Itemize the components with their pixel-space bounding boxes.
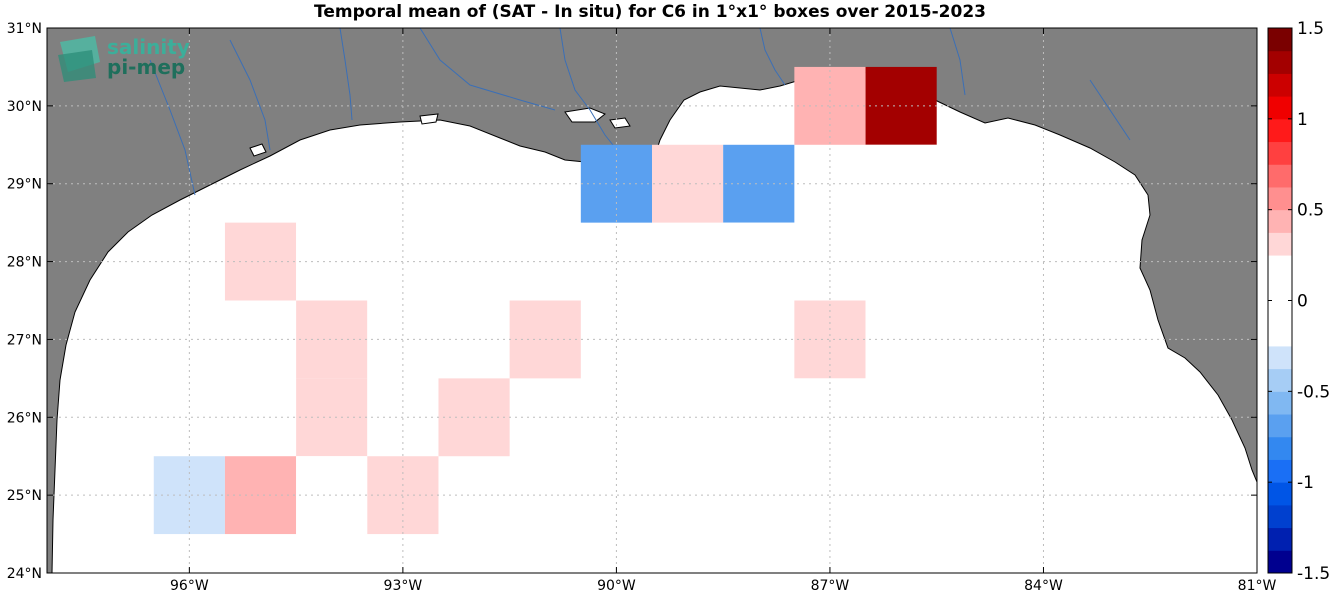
y-tick-label: 24°N <box>7 566 42 582</box>
colorbar-ticks: 1.5 1 0.5 0 -0.5 -1 -1.5 <box>1268 19 1330 584</box>
data-cell <box>224 378 297 457</box>
data-cell <box>296 456 368 535</box>
x-tick-label: 81°W <box>1238 578 1277 594</box>
colorbar-segment <box>1268 323 1292 347</box>
y-axis-ticks: 24°N 25°N 26°N 27°N 28°N 29°N 30°N 31°N <box>7 21 1257 582</box>
data-cell <box>224 300 297 379</box>
colorbar <box>1267 27 1293 574</box>
colorbar-segment <box>1268 550 1292 574</box>
x-tick-label: 90°W <box>597 578 636 594</box>
colorbar-segment <box>1268 345 1292 370</box>
colorbar-tick-label: 1.5 <box>1297 19 1324 39</box>
data-cell <box>1150 456 1222 535</box>
map-grid <box>47 28 1257 573</box>
y-tick-label: 27°N <box>7 332 42 348</box>
colorbar-segment <box>1268 504 1292 529</box>
colorbar-segment <box>1268 300 1292 324</box>
data-cell <box>224 222 297 301</box>
y-tick-label: 26°N <box>7 410 42 426</box>
data-cell <box>1079 456 1151 535</box>
salinity-pi-mep-logo: salinity pi-mep <box>58 35 190 82</box>
colorbar-segment <box>1268 391 1292 415</box>
y-tick-label: 28°N <box>7 255 42 271</box>
colorbar-segment <box>1268 141 1292 165</box>
red-river <box>419 28 556 111</box>
colorbar-segment <box>1268 96 1292 120</box>
data-cell <box>296 378 368 457</box>
colorbar-tick-label: 0 <box>1297 292 1308 312</box>
x-tick-label: 87°W <box>811 578 850 594</box>
y-tick-label: 25°N <box>7 488 42 504</box>
us-gulf-coast-land <box>47 28 1257 573</box>
logo-mark-shadow-icon <box>58 50 96 82</box>
data-cell <box>652 144 724 223</box>
y-tick-label: 31°N <box>7 21 42 37</box>
data-cell <box>723 144 795 223</box>
colorbar-segment <box>1268 368 1292 392</box>
colorbar-tick-label: -1 <box>1297 473 1314 493</box>
bay-small-2 <box>249 143 267 157</box>
colorbar-segment <box>1268 186 1292 211</box>
lake-borgne <box>609 117 631 129</box>
colorbar-segment <box>1268 232 1292 256</box>
colorbar-segment <box>1268 277 1292 301</box>
data-cell <box>794 66 866 145</box>
data-cell <box>153 300 225 379</box>
x-axis-ticks: 96°W 93°W 90°W 87°W 84°W 81°W <box>170 28 1276 594</box>
bay-small-1 <box>419 113 439 125</box>
map-frame <box>46 27 1258 574</box>
apalachicola-river <box>949 28 966 96</box>
alabama-river <box>759 28 786 86</box>
x-tick-label: 93°W <box>384 578 423 594</box>
data-cell <box>723 222 795 301</box>
colorbar-segment <box>1268 50 1292 74</box>
colorbar-segment <box>1268 527 1292 551</box>
map-plot-area <box>47 28 1257 573</box>
sabine-river <box>339 28 353 121</box>
colorbar-segment <box>1268 436 1292 460</box>
data-cells <box>153 66 1222 535</box>
map-title: Temporal mean of (SAT - In situ) for C6 … <box>314 2 986 22</box>
data-cell <box>296 222 368 301</box>
colorbar-segment <box>1268 28 1292 52</box>
colorbar-tick-label: -0.5 <box>1297 382 1330 402</box>
colorbar-segment <box>1268 459 1292 483</box>
colorbar-tick-label: -1.5 <box>1297 564 1330 584</box>
colorbar-tick-label: 0.5 <box>1297 201 1324 221</box>
colorbar-segment <box>1268 164 1292 188</box>
y-tick-label: 29°N <box>7 177 42 193</box>
x-tick-label: 96°W <box>170 578 209 594</box>
suwannee-river <box>1089 79 1131 141</box>
brazos-river <box>149 59 196 196</box>
colorbar-segment <box>1268 73 1292 97</box>
colorbar-segment <box>1268 209 1292 233</box>
colorbar-segment <box>1268 118 1292 143</box>
y-tick-label: 30°N <box>7 99 42 115</box>
colorbar-segment <box>1268 482 1292 506</box>
logo-line2: pi-mep <box>107 55 185 79</box>
colorbar-segment <box>1268 255 1292 279</box>
logo-line1: salinity <box>107 35 190 59</box>
x-tick-label: 84°W <box>1024 578 1063 594</box>
data-cell <box>296 300 368 379</box>
data-cell <box>794 300 866 379</box>
colorbar-tick-label: 1 <box>1297 110 1308 130</box>
trinity-river <box>229 39 271 151</box>
colorbar-segment <box>1268 414 1292 438</box>
data-cell <box>794 378 866 457</box>
data-cell <box>224 456 297 535</box>
